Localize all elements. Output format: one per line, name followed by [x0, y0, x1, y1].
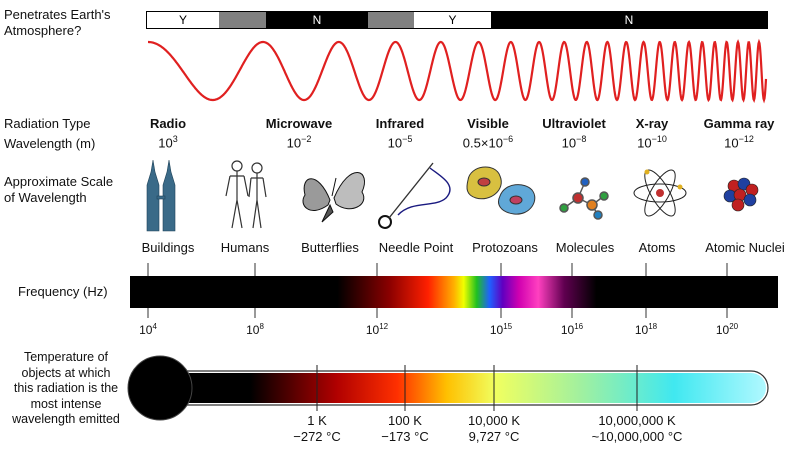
butterfly-icon: [302, 172, 365, 223]
buildings-icon: [146, 159, 176, 232]
temp-celsius: 9,727 °C: [468, 429, 520, 444]
protozoa-icon: [466, 166, 536, 215]
atmosphere-bar: Y N Y N: [146, 11, 768, 29]
frequency-label: Frequency (Hz): [18, 284, 108, 299]
atmo-segment: [368, 12, 414, 28]
scale-molecules: Molecules: [555, 240, 615, 255]
needle-icon: [378, 162, 451, 229]
frequency-ticks: [147, 308, 728, 318]
scale-atomic-nuclei: Atomic Nuclei: [705, 240, 785, 255]
freq-tick-20: 1020: [715, 322, 739, 337]
scale-atoms: Atoms: [638, 240, 676, 255]
temp-kelvin: 1 K: [307, 413, 327, 428]
band-gamma: Gamma ray: [703, 116, 775, 131]
atmo-segment: Y: [147, 12, 219, 28]
temp-10000000k: 10,000,000 K ~10,000,000 °C: [572, 413, 702, 445]
temp-100k: 100 K −173 °C: [360, 413, 450, 445]
wavelength-radio: 103: [158, 134, 178, 151]
wavelength-label: Wavelength (m): [4, 136, 96, 151]
nucleus-icon: [723, 177, 759, 212]
band-ultraviolet: Ultraviolet: [542, 116, 606, 131]
band-xray: X-ray: [635, 116, 669, 131]
atom-icon: [633, 169, 687, 217]
molecule-icon: [559, 177, 609, 220]
temperature-label: Temperature of objects at which this rad…: [12, 350, 120, 426]
scale-ticks: [147, 263, 728, 276]
scale-butterflies: Butterflies: [301, 240, 359, 255]
freq-tick-18: 1018: [634, 322, 658, 337]
wavelength-xray: 10−10: [637, 134, 667, 151]
wavelength-gamma: 10−12: [724, 134, 754, 151]
freq-tick-12: 1012: [365, 322, 389, 337]
temp-kelvin: 100 K: [388, 413, 422, 428]
temp-1k: 1 K −272 °C: [272, 413, 362, 445]
band-infrared: Infrared: [375, 116, 425, 131]
freq-tick-15: 1015: [489, 322, 513, 337]
freq-tick-8: 108: [246, 322, 264, 337]
atmo-segment: [219, 12, 266, 28]
wavelength-ultraviolet: 10−8: [561, 134, 587, 151]
scale-buildings: Buildings: [141, 240, 195, 255]
humans-icon: [225, 160, 267, 229]
scale-protozoans: Protozoans: [472, 240, 538, 255]
temp-kelvin: 10,000 K: [467, 413, 521, 428]
wave-path: [148, 38, 768, 104]
temp-10000k: 10,000 K 9,727 °C: [444, 413, 544, 445]
freq-tick-16: 1016: [560, 322, 584, 337]
atmo-segment: N: [266, 12, 368, 28]
temp-celsius: ~10,000,000 °C: [591, 429, 683, 444]
band-microwave: Microwave: [265, 116, 333, 131]
frequency-bar: [130, 276, 778, 308]
temp-celsius: −173 °C: [381, 429, 429, 444]
band-radio: Radio: [149, 116, 187, 131]
scale-humans: Humans: [220, 240, 270, 255]
band-visible: Visible: [467, 116, 509, 131]
atmosphere-label: Penetrates Earth's Atmosphere?: [4, 7, 111, 38]
wavelength-visible: 0.5×10−6: [462, 134, 514, 151]
radiation-type-label: Radiation Type: [4, 116, 91, 131]
scale-needle-point: Needle Point: [378, 240, 454, 255]
wavelength-microwave: 10−2: [286, 134, 312, 151]
temp-kelvin: 10,000,000 K: [598, 413, 676, 428]
atmo-segment: N: [491, 12, 767, 28]
thermometer: [127, 355, 769, 421]
wavelength-infrared: 10−5: [387, 134, 413, 151]
scale-label: Approximate Scale of Wavelength: [4, 174, 114, 205]
temp-celsius: −272 °C: [293, 429, 341, 444]
atmo-segment: Y: [414, 12, 491, 28]
freq-tick-4: 104: [139, 322, 157, 337]
